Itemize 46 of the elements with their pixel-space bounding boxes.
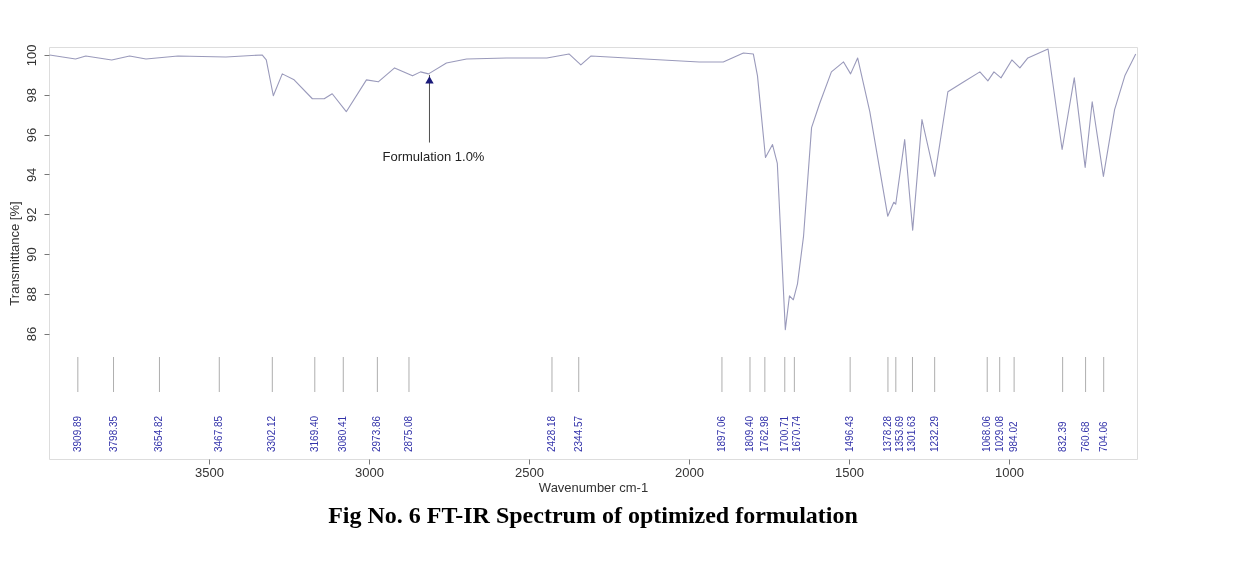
ref-line-label: 3654.82	[153, 415, 165, 452]
y-tick-label: 94	[23, 167, 39, 183]
annotation: Formulation 1.0%	[382, 148, 485, 164]
y-axis-title: Transmittance [%]	[6, 201, 22, 306]
x-axis-title: Wavenumber cm-1	[538, 479, 649, 495]
y-tick-label: 86	[23, 326, 39, 342]
x-tick-label: 3500	[195, 464, 224, 480]
y-tick-label: 98	[23, 88, 39, 103]
text: Fig No. 6 FT-IR Spectrum of optimized formulation	[328, 502, 858, 528]
ref-line-label: 3467.85	[213, 415, 225, 452]
ref-line-label: 1762.98	[758, 415, 770, 452]
y-tick-label: 92	[23, 207, 39, 222]
ref-line-label: 3080.41	[337, 415, 349, 452]
ref-line-label: 1068.06	[981, 415, 993, 452]
ref-line-label: 1029.08	[993, 415, 1005, 452]
ref-line-label: 1897.06	[715, 415, 727, 452]
ref-line-label: 984.02	[1008, 420, 1020, 452]
ref-line-label: 760.68	[1079, 420, 1091, 452]
ref-line-label: 1809.40	[743, 415, 755, 452]
ref-line-label: 3169.40	[308, 415, 320, 452]
ref-line-label: 3798.35	[107, 415, 119, 452]
y-tick-label: 90	[23, 247, 39, 262]
ref-line-label: 704.06	[1097, 420, 1109, 452]
ref-line-label: 3302.12	[266, 415, 278, 452]
line-series	[49, 48, 1137, 331]
ref-line-label: 1232.29	[928, 415, 940, 452]
ref-line-label: 3909.89	[71, 415, 83, 452]
x-tick-label: 3000	[355, 464, 384, 480]
x-tick-label: 2500	[515, 464, 544, 480]
ref-line-label: 1496.43	[844, 415, 856, 452]
y-tick-label: 88	[23, 287, 39, 302]
ref-line-label: 1378.28	[881, 415, 893, 452]
ref-line-label: 2875.08	[402, 415, 414, 452]
y-tick-label: 96	[23, 127, 39, 143]
ref-line-label: 2428.18	[545, 415, 557, 452]
ref-line-label: 2344.57	[572, 415, 584, 452]
ref-line-label: 1700.71	[778, 415, 790, 452]
x-tick-label: 1000	[995, 464, 1024, 480]
ref-line-label: 1301.63	[906, 415, 918, 452]
ref-line-label: 1353.69	[893, 415, 905, 452]
y-tick-label: 100	[23, 44, 39, 67]
ref-line-label: 1670.74	[790, 415, 802, 452]
x-tick-label: 2000	[675, 464, 704, 480]
x-tick-label: 1500	[835, 464, 864, 480]
ref-line-label: 2973.86	[371, 415, 383, 452]
ref-line-label: 832.39	[1056, 420, 1068, 452]
